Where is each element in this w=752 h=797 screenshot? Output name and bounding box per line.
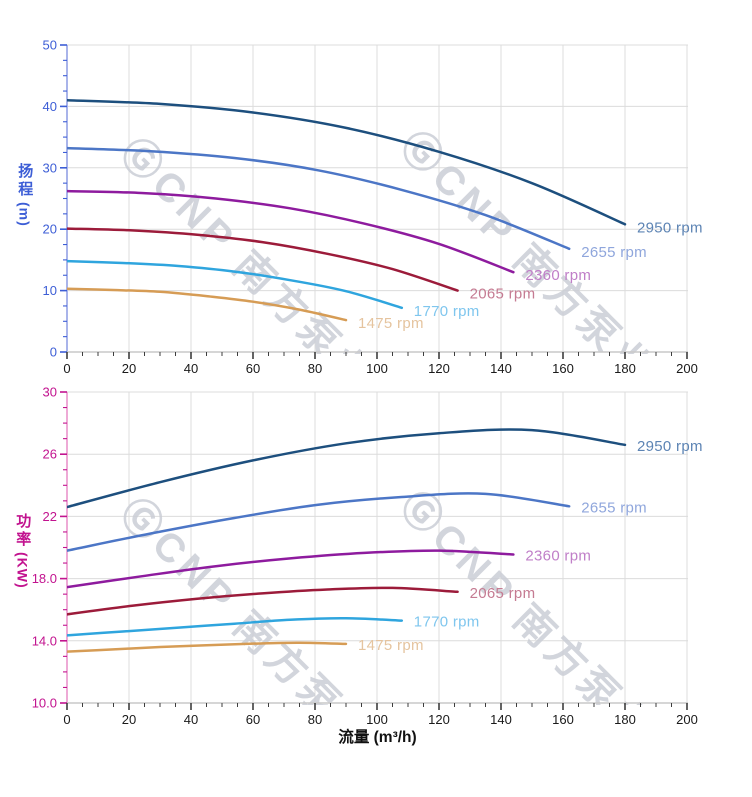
y-tick-label: 22 [43, 509, 57, 524]
curve-2655-rpm [67, 146, 571, 251]
x-tick-label: 40 [184, 361, 198, 376]
rpm-label-1770-rpm: 1770 rpm [414, 614, 480, 631]
x-tick-label: 20 [122, 361, 136, 376]
head-chart: ⒼCNP 南方泵业 ⒼCNP 南方泵业 0 10 20 30 40 50 0 20 40 60 80 10… [43, 38, 703, 377]
rpm-label-1770-rpm: 1770 rpm [414, 303, 480, 320]
watermark-layer: ⒼCNP 南方泵业 ⒼCNP 南方泵业 [112, 123, 663, 354]
rpm-label-2360-rpm: 2360 rpm [525, 547, 591, 564]
head-axis-title: 扬程 (m) [16, 163, 33, 227]
x-tick-label: 200 [676, 361, 698, 376]
x-tick-label: 60 [246, 361, 260, 376]
x-tick-label: 0 [63, 361, 70, 376]
head-axis-unit-text: (m) [16, 202, 33, 227]
x-tick-label: 160 [552, 361, 574, 376]
curves-layer [67, 99, 627, 322]
curve-2950-rpm [67, 428, 627, 509]
x-tick-label: 120 [428, 712, 450, 727]
curve-1475-rpm [67, 641, 348, 653]
rpm-label-2950-rpm: 2950 rpm [637, 438, 703, 455]
rpm-label-2655-rpm: 2655 rpm [581, 499, 647, 516]
rpm-label-2065-rpm: 2065 rpm [470, 585, 536, 602]
y-tick-label: 10 [43, 283, 57, 298]
curve-1770-rpm [67, 617, 404, 637]
rpm-label-2360-rpm: 2360 rpm [525, 267, 591, 284]
y-tick-label: 26 [43, 447, 57, 462]
y-tick-label: 0 [50, 345, 57, 360]
y-tick-label: 40 [43, 99, 57, 114]
power-axis-unit-text: (KW) [14, 552, 31, 589]
curves-layer [67, 428, 627, 653]
x-tick-label: 80 [308, 361, 322, 376]
x-tick-label: 140 [490, 712, 512, 727]
x-tick-label: 180 [614, 712, 636, 727]
rpm-label-2065-rpm: 2065 rpm [470, 286, 536, 303]
x-tick-label: 180 [614, 361, 636, 376]
x-tick-label: 60 [246, 712, 260, 727]
rpm-label-1475-rpm: 1475 rpm [358, 637, 424, 654]
x-tick-label: 200 [676, 712, 698, 727]
y-tick-label: 18.0 [32, 571, 57, 586]
x-tick-label: 80 [308, 712, 322, 727]
power-axis-title-text: 功率 [14, 513, 32, 549]
y-tick-label: 50 [43, 38, 57, 53]
x-tick-label: 40 [184, 712, 198, 727]
curve-2655-rpm [67, 492, 571, 552]
curve-2950-rpm [67, 99, 627, 226]
power-axis-title: 功率 (KW) [14, 513, 31, 589]
curve-2360-rpm [67, 549, 515, 589]
flow-axis-title: 流量 (m³/h) [338, 729, 417, 746]
head-axis-title-text: 扬程 [16, 163, 34, 199]
y-tick-label: 30 [43, 160, 57, 175]
curve-1770-rpm [67, 259, 404, 310]
rpm-label-2655-rpm: 2655 rpm [581, 244, 647, 261]
curve-2065-rpm [67, 586, 459, 616]
y-tick-label: 10.0 [32, 696, 57, 711]
y-tick-label: 20 [43, 222, 57, 237]
rpm-label-1475-rpm: 1475 rpm [358, 315, 424, 332]
x-tick-label: 160 [552, 712, 574, 727]
x-tick-label: 100 [366, 361, 388, 376]
curve-1475-rpm [67, 287, 348, 322]
rpm-label-2950-rpm: 2950 rpm [637, 219, 703, 236]
x-tick-label: 0 [63, 712, 70, 727]
x-tick-label: 100 [366, 712, 388, 727]
y-tick-label: 30 [43, 385, 57, 400]
curve-2065-rpm [67, 227, 459, 292]
x-tick-label: 120 [428, 361, 450, 376]
x-tick-label: 20 [122, 712, 136, 727]
curve-2360-rpm [67, 189, 515, 274]
y-tick-label: 14.0 [32, 633, 57, 648]
x-tick-label: 140 [490, 361, 512, 376]
